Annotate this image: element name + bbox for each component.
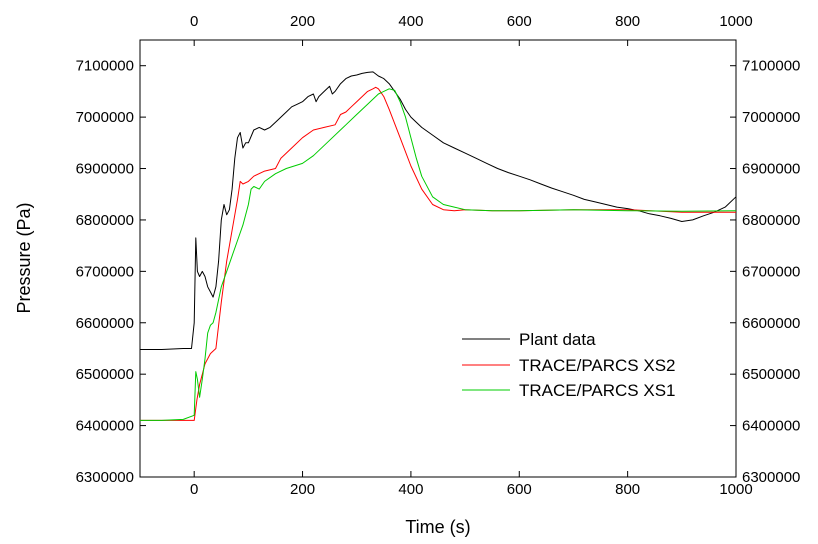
tick-labels: 0020020040040060060080080010001000630000…: [76, 13, 801, 498]
y-tick-label-right: 6700000: [742, 263, 800, 280]
series-line-trace-parcs-xs2: [140, 86, 736, 421]
y-tick-label-right: 6800000: [742, 212, 800, 229]
y-tick-label-right: 6900000: [742, 161, 800, 178]
x-tick-label-top: 1000: [719, 13, 752, 30]
legend-label-trace-parcs-xs1: TRACE/PARCS XS1: [519, 381, 676, 400]
y-tick-label-right: 7100000: [742, 58, 800, 75]
legend-label-trace-parcs-xs2: TRACE/PARCS XS2: [519, 356, 676, 375]
series-line-plant-data: [140, 71, 737, 350]
y-tick-label-right: 6400000: [742, 418, 800, 435]
series-layer: [140, 71, 737, 421]
legend: Plant data TRACE/PARCS XS2 TRACE/PARCS X…: [462, 330, 676, 400]
x-tick-label-bottom: 0: [190, 481, 198, 498]
x-tick-label-bottom: 800: [615, 481, 640, 498]
y-tick-label-right: 6600000: [742, 315, 800, 332]
legend-label-plant-data: Plant data: [519, 330, 596, 349]
y-tick-label-left: 6300000: [76, 469, 134, 486]
y-tick-label-right: 7000000: [742, 109, 800, 126]
y-tick-label-left: 6400000: [76, 418, 134, 435]
x-tick-label-top: 800: [615, 13, 640, 30]
x-tick-label-bottom: 600: [507, 481, 532, 498]
y-tick-label-left: 6600000: [76, 315, 134, 332]
series-line-trace-parcs-xs1: [140, 88, 737, 421]
x-axis-title: Time (s): [405, 517, 470, 537]
y-tick-label-left: 6800000: [76, 212, 134, 229]
y-tick-label-left: 6900000: [76, 161, 134, 178]
axis-ticks: [140, 40, 737, 478]
y-tick-label-right: 6300000: [742, 469, 800, 486]
plot-frame: [139, 39, 737, 478]
y-tick-label-left: 6500000: [76, 366, 134, 383]
x-tick-label-top: 600: [507, 13, 532, 30]
y-tick-label-left: 7000000: [76, 109, 134, 126]
x-tick-label-bottom: 400: [398, 481, 423, 498]
x-tick-label-top: 400: [398, 13, 423, 30]
y-tick-label-left: 6700000: [76, 263, 134, 280]
x-tick-label-top: 200: [290, 13, 315, 30]
x-tick-label-bottom: 1000: [719, 481, 752, 498]
x-tick-label-bottom: 200: [290, 481, 315, 498]
y-tick-label-right: 6500000: [742, 366, 800, 383]
y-tick-label-left: 7100000: [76, 58, 134, 75]
y-axis-title: Pressure (Pa): [14, 202, 34, 313]
x-tick-label-top: 0: [190, 13, 198, 30]
